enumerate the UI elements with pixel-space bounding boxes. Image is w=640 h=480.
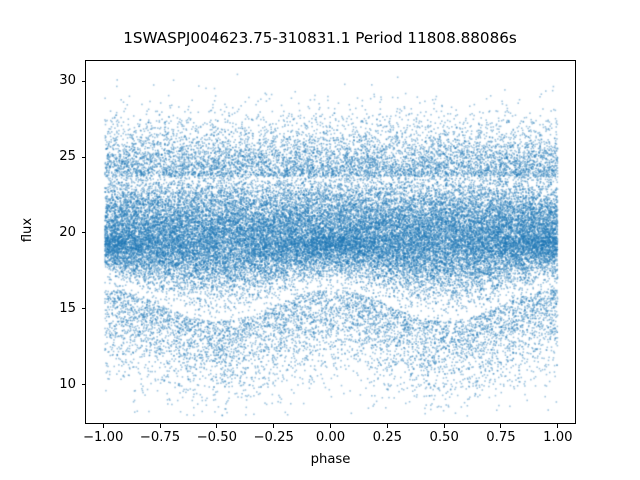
x-axis-tick: [102, 424, 104, 428]
x-axis-tick: [273, 424, 275, 428]
x-axis-tick: [443, 424, 445, 428]
y-axis-tick: [81, 384, 85, 386]
plot-axes-area: [85, 60, 576, 424]
x-axis-tick-label: 1.00: [543, 430, 573, 445]
x-axis-tick-label: 0.25: [372, 430, 403, 445]
y-axis-tick: [81, 308, 85, 310]
x-axis-tick: [500, 424, 502, 428]
x-axis-tick-label: 0.50: [429, 430, 459, 445]
y-axis-label: flux: [20, 217, 35, 243]
y-axis-tick-label: 25: [59, 149, 76, 165]
y-axis-tick: [81, 80, 85, 82]
x-axis-tick: [330, 424, 331, 428]
x-axis-tick-label: −0.25: [253, 430, 294, 445]
y-axis-tick: [81, 156, 85, 158]
y-axis-tick-label: 10: [59, 376, 76, 392]
y-axis-tick-label: 15: [59, 300, 76, 316]
x-axis-tick: [216, 424, 218, 428]
y-axis-tick-label: 30: [59, 73, 76, 89]
x-axis-tick-label: −1.00: [82, 430, 124, 445]
x-axis-tick: [159, 424, 161, 428]
x-axis-label: phase: [310, 452, 351, 467]
y-axis-tick-label: 20: [59, 224, 76, 240]
page-title: 1SWASPJ004623.75-310831.1 Period 11808.8…: [123, 29, 517, 47]
x-axis-tick: [557, 424, 559, 428]
x-axis-tick-label: 0.75: [486, 430, 516, 445]
x-axis-tick-label: 0.00: [315, 430, 346, 445]
x-axis-tick-label: −0.75: [139, 430, 181, 445]
y-axis-tick: [81, 232, 85, 234]
x-axis-tick-label: −0.50: [196, 430, 238, 445]
scatter-plot-canvas: [86, 61, 575, 423]
x-axis-tick: [386, 424, 388, 428]
